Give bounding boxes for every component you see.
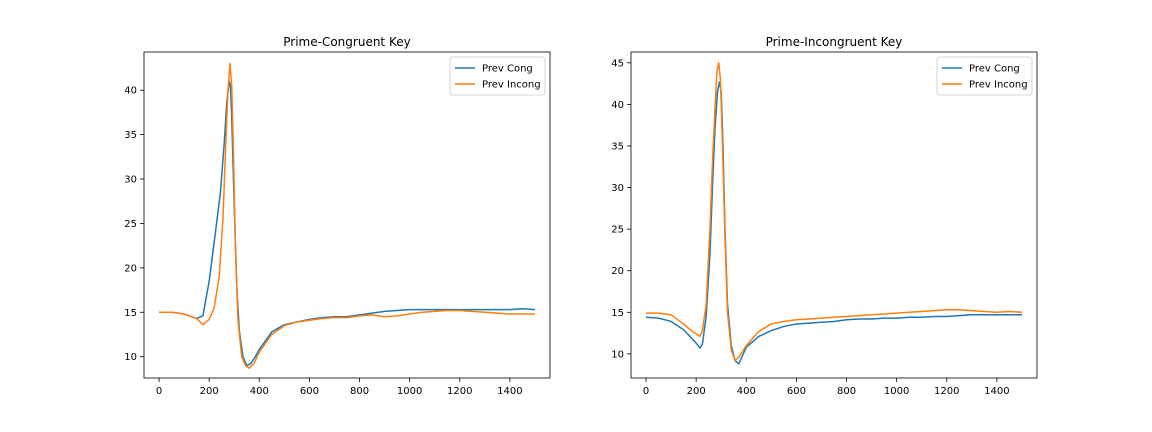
y-tick-label: 10: [611, 349, 624, 360]
legend-label: Prev Incong: [482, 80, 541, 91]
chart-panel: Prime-Congruent Key 0 200 400 600 800 1000 1200…: [124, 35, 551, 397]
x-tick-label: 800: [350, 386, 369, 397]
chart-panel: Prime-Incongruent Key 0 200 400 600 800 1000 12…: [611, 35, 1038, 397]
x-tick-label: 1400: [984, 386, 1009, 397]
x-tick-label: 200: [200, 386, 219, 397]
y-tick-label: 10: [124, 352, 137, 363]
series-line-prev-incong: [646, 62, 1023, 362]
y-tick-label: 25: [124, 219, 137, 230]
x-tick-label: 1000: [884, 386, 909, 397]
y-tick-label: 20: [124, 263, 137, 274]
x-tick-label: 0: [643, 386, 649, 397]
x-tick-label: 800: [837, 386, 856, 397]
legend-box: [936, 56, 1033, 96]
legend-box: [449, 56, 546, 96]
x-tick-label: 0: [156, 386, 162, 397]
y-tick-label: 40: [124, 86, 137, 97]
x-tick-label: 1200: [447, 386, 472, 397]
x-tick-label: 1200: [934, 386, 959, 397]
y-tick-label: 20: [611, 266, 624, 277]
y-tick-label: 25: [611, 225, 624, 236]
series-line-prev-cong: [159, 80, 536, 367]
y-tick-label: 35: [611, 141, 624, 152]
series-line-prev-cong: [645, 81, 1022, 365]
x-tick-label: 1000: [397, 386, 422, 397]
y-tick-label: 30: [124, 175, 137, 186]
chart-title: Prime-Congruent Key: [283, 35, 410, 49]
y-tick-label: 15: [611, 308, 624, 319]
plot-frame: [630, 51, 1038, 379]
x-tick-label: 600: [787, 386, 806, 397]
y-tick-label: 35: [124, 130, 137, 141]
legend: Prev Cong Prev Incong: [936, 56, 1033, 96]
y-tick-label: 30: [611, 183, 624, 194]
x-tick-label: 600: [300, 386, 319, 397]
y-tick-label: 45: [611, 58, 624, 69]
y-tick-label: 40: [611, 100, 624, 111]
legend-label: Prev Cong: [969, 64, 1020, 75]
legend: Prev Cong Prev Incong: [449, 56, 546, 96]
x-tick-label: 200: [687, 386, 706, 397]
x-tick-label: 400: [737, 386, 756, 397]
x-tick-label: 400: [250, 386, 269, 397]
legend-label: Prev Incong: [969, 80, 1028, 91]
series-line-prev-incong: [159, 62, 535, 369]
plot-frame: [143, 51, 551, 379]
legend-label: Prev Cong: [482, 64, 533, 75]
chart-title: Prime-Incongruent Key: [766, 35, 903, 49]
x-tick-label: 1400: [497, 386, 522, 397]
y-tick-label: 15: [124, 308, 137, 319]
